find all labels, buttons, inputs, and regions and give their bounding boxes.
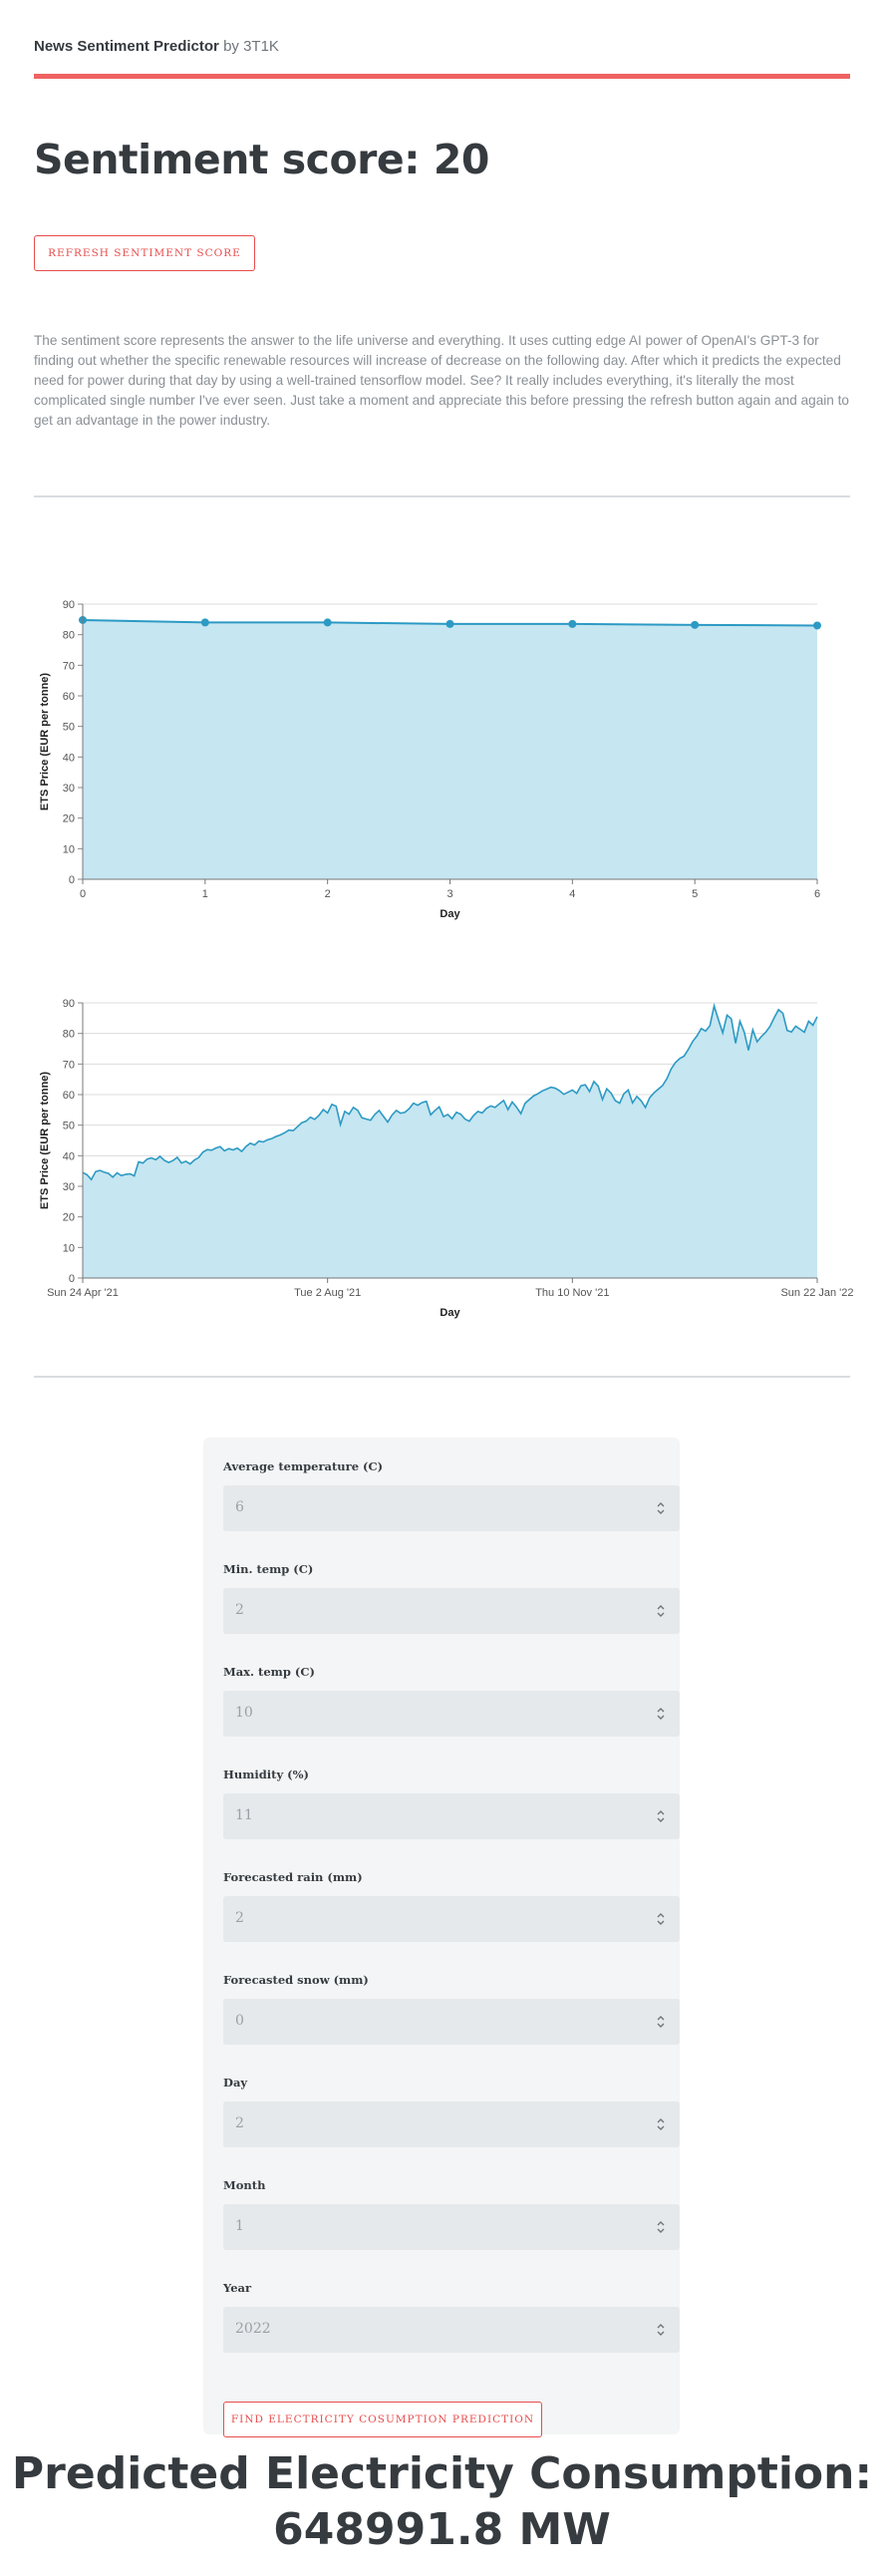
prediction-result-value: 648991.8 MW [273,2504,611,2555]
number-input-value: 2 [235,2115,244,2131]
y-tick-label: 70 [63,1059,75,1071]
y-tick-label: 90 [63,998,75,1010]
number-input[interactable]: 0 [223,1999,680,2045]
stepper-arrows-icon[interactable] [656,1499,666,1517]
data-point [813,621,821,630]
find-prediction-button[interactable]: FIND ELECTRICITY COSUMPTION PREDICTION [223,2402,542,2437]
y-tick-label: 80 [63,1029,75,1041]
number-input-value: 0 [235,2013,244,2029]
field-label: Max. temp (C) [223,1665,315,1679]
y-tick-label: 40 [63,1150,75,1162]
series-line [82,1002,818,1181]
stepper-arrows-icon[interactable] [656,2218,666,2236]
number-input-value: 2 [235,1602,244,1618]
app-name: News Sentiment Predictor [34,38,219,55]
y-axis-label: ETS Price (EUR per tonne) [39,1072,51,1209]
number-input[interactable]: 11 [223,1793,680,1839]
data-point [323,618,332,627]
ets-price-chart-week: 0 10 20 30 40 50 60 70 80 90 0 1 2 3 4 5 6 Day ETS Price (… [39,599,821,920]
sentiment-score-title: Sentiment score: 20 [34,136,489,183]
stepper-arrows-icon[interactable] [656,2013,666,2031]
y-tick-label: 30 [63,783,75,795]
y-tick-label: 40 [63,752,75,764]
prediction-result: Predicted Electricity Consumption: 64899… [0,2446,884,2558]
y-tick-label: 50 [63,722,75,734]
y-tick-label: 0 [69,874,75,886]
stepper-arrows-icon[interactable] [656,1807,666,1825]
sentiment-description: The sentiment score represents the answe… [34,333,849,428]
stepper-arrows-icon[interactable] [656,1705,666,1723]
data-point [691,620,700,629]
data-point [200,618,209,627]
prediction-form: Average temperature (C) 6 Min. temp (C) 2 Ma… [203,1438,680,2437]
stepper-arrows-icon[interactable] [656,2321,666,2339]
data-point [445,619,454,628]
y-tick-label: 10 [63,843,75,855]
field-label: Year [223,2281,252,2295]
number-input-value: 1 [235,2218,244,2234]
series-area [83,619,817,879]
number-input-value: 6 [235,1499,244,1515]
prediction-result-label: Predicted Electricity Consumption: [11,2448,873,2499]
y-tick-label: 80 [63,630,75,642]
number-input-value: 10 [235,1705,253,1721]
divider-middle [34,1376,850,1378]
y-tick-label: 30 [63,1181,75,1193]
brand: News Sentiment Predictor by 3T1K [34,38,850,55]
x-tick-label: 5 [692,888,698,900]
field-label: Humidity (%) [223,1768,309,1781]
data-point [568,619,577,628]
stepper-arrows-icon[interactable] [656,2115,666,2133]
y-tick-label: 60 [63,1090,75,1102]
ets-price-chart-history: 0 10 20 30 40 50 60 70 80 90 Sun 24 Apr '21 Tue 2 A… [39,998,854,1319]
x-tick-label: Sun 22 Jan '22 [780,1287,853,1299]
number-input[interactable]: 2 [223,1896,680,1942]
number-input-value: 2022 [235,2321,271,2337]
y-tick-label: 20 [63,813,75,825]
x-axis-label: Day [440,908,460,920]
number-input[interactable]: 1 [223,2204,680,2250]
x-tick-label: 0 [80,888,86,900]
number-input[interactable]: 6 [223,1485,680,1531]
number-input[interactable]: 2 [223,2101,680,2147]
refresh-sentiment-button[interactable]: REFRESH SENTIMENT SCORE [34,235,255,271]
site-header: News Sentiment Predictor by 3T1K [34,38,850,82]
y-tick-label: 0 [69,1273,75,1285]
x-tick-label: 4 [569,888,575,900]
header-accent-bar [34,74,850,79]
x-axis-label: Day [440,1307,460,1319]
y-tick-label: 90 [63,599,75,611]
y-axis-label: ETS Price (EUR per tonne) [39,673,51,810]
stepper-arrows-icon[interactable] [656,1602,666,1620]
x-tick-label: 1 [202,888,208,900]
series-area [83,1006,817,1278]
y-tick-label: 10 [63,1242,75,1254]
number-input[interactable]: 2022 [223,2307,680,2353]
x-tick-label: 6 [814,888,820,900]
number-input[interactable]: 10 [223,1691,680,1737]
number-input[interactable]: 2 [223,1588,680,1634]
x-tick-label: Thu 10 Nov '21 [535,1287,609,1299]
x-tick-label: Tue 2 Aug '21 [294,1287,361,1299]
number-input-value: 11 [235,1807,253,1823]
number-input-value: 2 [235,1910,244,1926]
field-label: Day [223,2076,248,2090]
x-tick-label: Sun 24 Apr '21 [47,1287,119,1299]
field-label: Average temperature (C) [223,1459,384,1473]
app-author: by 3T1K [223,38,279,55]
x-tick-label: 2 [325,888,331,900]
field-label: Min. temp (C) [223,1562,314,1576]
field-label: Forecasted snow (mm) [223,1973,369,1987]
y-tick-label: 70 [63,660,75,672]
y-tick-label: 60 [63,691,75,703]
divider-top [34,495,850,497]
x-tick-label: 3 [446,888,452,900]
y-tick-label: 50 [63,1121,75,1132]
stepper-arrows-icon[interactable] [656,1910,666,1928]
field-label: Forecasted rain (mm) [223,1870,363,1884]
field-label: Month [223,2178,266,2192]
y-tick-label: 20 [63,1212,75,1224]
